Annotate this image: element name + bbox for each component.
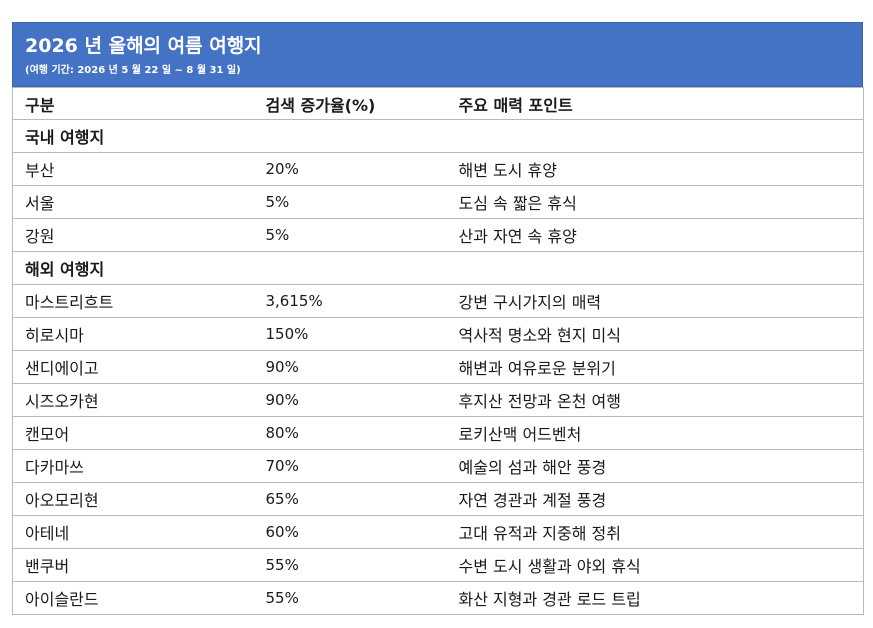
table-row: 캔모어 80% 로키산맥 어드벤처	[12, 416, 864, 450]
rate-cell: 55%	[253, 581, 447, 615]
table-header: 2026 년 올해의 여름 여행지 (여행 기간: 2026 년 5 월 22 …	[12, 22, 863, 87]
point-cell: 해변 도시 휴양	[446, 152, 864, 186]
rate-cell: 60%	[253, 515, 447, 549]
section-row: 국내 여행지	[12, 119, 864, 153]
column-header-attraction: 주요 매력 포인트	[446, 87, 864, 120]
table-row: 샌디에이고 90% 해변과 여유로운 분위기	[12, 350, 864, 384]
place-cell: 아이슬란드	[12, 581, 254, 615]
table-row: 히로시마 150% 역사적 명소와 현지 미식	[12, 317, 864, 351]
place-cell: 아테네	[12, 515, 254, 549]
table-row: 서울 5% 도심 속 짧은 휴식	[12, 185, 864, 219]
point-cell: 강변 구시가지의 매력	[446, 284, 864, 318]
place-cell: 서울	[12, 185, 254, 219]
point-cell: 산과 자연 속 휴양	[446, 218, 864, 252]
section-row: 해외 여행지	[12, 251, 864, 285]
point-cell: 화산 지형과 경관 로드 트립	[446, 581, 864, 615]
table-row: 아테네 60% 고대 유적과 지중해 정취	[12, 515, 864, 549]
rate-cell: 150%	[253, 317, 447, 351]
table-row: 시즈오카현 90% 후지산 전망과 온천 여행	[12, 383, 864, 417]
point-cell: 예술의 섬과 해안 풍경	[446, 449, 864, 483]
table-row: 마스트리흐트 3,615% 강변 구시가지의 매력	[12, 284, 864, 318]
rate-cell: 5%	[253, 185, 447, 219]
point-cell: 수변 도시 생활과 야외 휴식	[446, 548, 864, 582]
point-cell: 로키산맥 어드벤처	[446, 416, 864, 450]
rate-cell: 80%	[253, 416, 447, 450]
column-header-row: 구분 검색 증가율(%) 주요 매력 포인트	[12, 87, 864, 120]
place-cell: 다카마쓰	[12, 449, 254, 483]
section-label: 국내 여행지	[12, 119, 864, 153]
table-row: 아오모리현 65% 자연 경관과 계절 풍경	[12, 482, 864, 516]
place-cell: 히로시마	[12, 317, 254, 351]
column-header-search-increase: 검색 증가율(%)	[253, 87, 447, 120]
travel-period: (여행 기간: 2026 년 5 월 22 일 ~ 8 월 31 일)	[25, 65, 241, 76]
place-cell: 부산	[12, 152, 254, 186]
table-row: 강원 5% 산과 자연 속 휴양	[12, 218, 864, 252]
destinations-grid: 구분 검색 증가율(%) 주요 매력 포인트 국내 여행지 부산 20% 해변 …	[12, 87, 864, 615]
summer-destinations-table: 2026 년 올해의 여름 여행지 (여행 기간: 2026 년 5 월 22 …	[12, 22, 864, 615]
table-row: 다카마쓰 70% 예술의 섬과 해안 풍경	[12, 449, 864, 483]
rate-cell: 3,615%	[253, 284, 447, 318]
rate-cell: 20%	[253, 152, 447, 186]
point-cell: 자연 경관과 계절 풍경	[446, 482, 864, 516]
point-cell: 역사적 명소와 현지 미식	[446, 317, 864, 351]
point-cell: 도심 속 짧은 휴식	[446, 185, 864, 219]
point-cell: 해변과 여유로운 분위기	[446, 350, 864, 384]
point-cell: 고대 유적과 지중해 정취	[446, 515, 864, 549]
table-row: 아이슬란드 55% 화산 지형과 경관 로드 트립	[12, 581, 864, 615]
rate-cell: 55%	[253, 548, 447, 582]
place-cell: 밴쿠버	[12, 548, 254, 582]
place-cell: 시즈오카현	[12, 383, 254, 417]
rate-cell: 65%	[253, 482, 447, 516]
rate-cell: 90%	[253, 350, 447, 384]
section-label: 해외 여행지	[12, 251, 864, 285]
rate-cell: 90%	[253, 383, 447, 417]
table-row: 밴쿠버 55% 수변 도시 생활과 야외 휴식	[12, 548, 864, 582]
rate-cell: 70%	[253, 449, 447, 483]
page-title: 2026 년 올해의 여름 여행지	[25, 35, 262, 57]
place-cell: 캔모어	[12, 416, 254, 450]
table-row: 부산 20% 해변 도시 휴양	[12, 152, 864, 186]
place-cell: 강원	[12, 218, 254, 252]
rate-cell: 5%	[253, 218, 447, 252]
place-cell: 샌디에이고	[12, 350, 254, 384]
place-cell: 마스트리흐트	[12, 284, 254, 318]
column-header-category: 구분	[12, 87, 254, 120]
place-cell: 아오모리현	[12, 482, 254, 516]
point-cell: 후지산 전망과 온천 여행	[446, 383, 864, 417]
